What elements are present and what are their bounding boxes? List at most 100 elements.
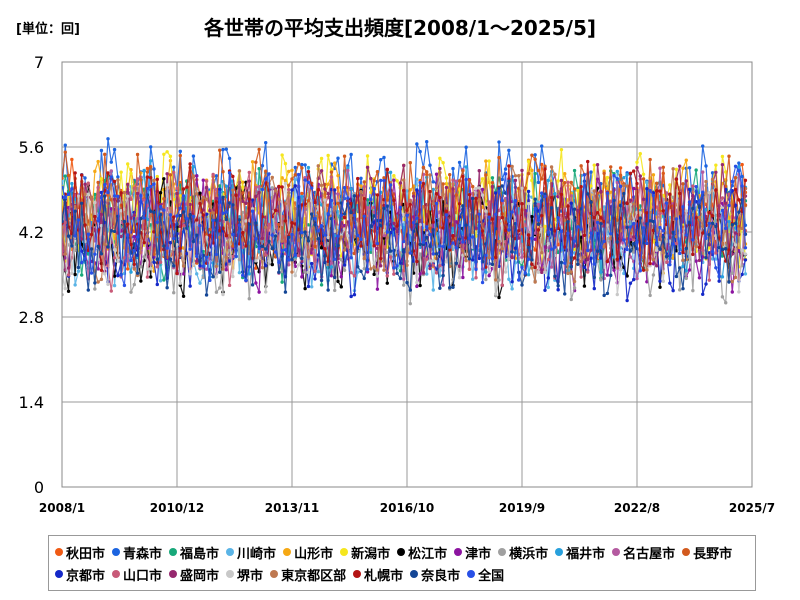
series-point bbox=[142, 216, 146, 220]
series-point bbox=[641, 226, 646, 230]
series-point bbox=[658, 285, 662, 289]
series-point bbox=[740, 272, 744, 277]
series-point bbox=[336, 173, 340, 178]
series-point bbox=[451, 187, 455, 191]
series-point bbox=[480, 193, 485, 197]
series-point bbox=[425, 272, 429, 276]
series-point bbox=[375, 170, 380, 174]
series-point bbox=[523, 271, 527, 275]
series-point bbox=[346, 233, 350, 238]
series-point bbox=[500, 215, 504, 220]
series-point bbox=[540, 162, 544, 167]
series-point bbox=[681, 205, 685, 209]
series-point bbox=[615, 257, 619, 261]
legend-label: 東京都区部 bbox=[281, 568, 347, 584]
series-point bbox=[201, 264, 205, 268]
series-point bbox=[178, 149, 182, 154]
series-point bbox=[533, 280, 537, 284]
series-point bbox=[402, 178, 406, 182]
series-point bbox=[530, 236, 534, 241]
series-point bbox=[448, 285, 452, 290]
series-point bbox=[313, 200, 317, 205]
series-point bbox=[464, 258, 468, 263]
series-point bbox=[303, 163, 307, 167]
series-point bbox=[178, 190, 182, 194]
series-point bbox=[135, 271, 140, 275]
series-point bbox=[487, 255, 491, 260]
series-point bbox=[563, 292, 567, 296]
series-point bbox=[461, 168, 465, 173]
series-point bbox=[145, 267, 150, 271]
legend-marker bbox=[410, 570, 419, 578]
series-point bbox=[126, 182, 130, 187]
series-point bbox=[277, 260, 281, 265]
series-point bbox=[218, 229, 222, 233]
series-point bbox=[287, 235, 291, 240]
series-point bbox=[546, 276, 550, 280]
series-point bbox=[625, 201, 629, 206]
series-point bbox=[385, 204, 389, 208]
series-point bbox=[431, 288, 435, 292]
series-point bbox=[80, 173, 84, 177]
series-point bbox=[89, 195, 94, 199]
series-point bbox=[227, 262, 232, 266]
series-point bbox=[563, 218, 567, 223]
series-point bbox=[273, 234, 278, 238]
legend-label: 津市 bbox=[465, 546, 492, 562]
series-point bbox=[96, 280, 100, 284]
series-point bbox=[651, 173, 656, 177]
series-point bbox=[152, 243, 156, 248]
series-point bbox=[342, 186, 347, 190]
series-point bbox=[513, 178, 518, 183]
series-point bbox=[300, 194, 304, 199]
series-point bbox=[385, 230, 389, 234]
series-point bbox=[300, 203, 304, 207]
series-point bbox=[296, 172, 301, 177]
series-point bbox=[122, 190, 127, 195]
series-point bbox=[89, 247, 94, 251]
series-point bbox=[310, 186, 314, 190]
series-point bbox=[536, 180, 541, 185]
series-point bbox=[392, 174, 396, 178]
series-point bbox=[461, 275, 465, 280]
series-point bbox=[356, 176, 360, 181]
series-point bbox=[247, 222, 251, 226]
series-point bbox=[106, 198, 110, 203]
series-point bbox=[208, 278, 212, 283]
series-point bbox=[66, 266, 71, 270]
series-point bbox=[645, 180, 649, 185]
x-tick-label: 2010/12 bbox=[150, 501, 204, 515]
series-point bbox=[224, 268, 228, 272]
series-point bbox=[457, 202, 462, 206]
series-point bbox=[139, 265, 143, 269]
series-point bbox=[408, 202, 412, 207]
series-point bbox=[602, 293, 606, 298]
series-point bbox=[188, 272, 192, 276]
series-point bbox=[122, 219, 127, 224]
series-point bbox=[83, 176, 87, 180]
series-point bbox=[234, 193, 238, 198]
series-point bbox=[326, 191, 330, 196]
series-point bbox=[385, 274, 389, 278]
series-point bbox=[556, 179, 560, 183]
series-point bbox=[628, 255, 633, 259]
series-point bbox=[342, 154, 347, 158]
series-point bbox=[139, 216, 143, 221]
series-point bbox=[517, 229, 521, 233]
series-point bbox=[520, 283, 524, 287]
series-point bbox=[204, 185, 209, 190]
series-point bbox=[520, 265, 524, 270]
series-point bbox=[395, 224, 399, 228]
series-point bbox=[684, 179, 688, 183]
series-point bbox=[198, 259, 202, 263]
series-point bbox=[615, 292, 619, 297]
series-point bbox=[628, 281, 633, 285]
series-point bbox=[421, 181, 426, 186]
series-point bbox=[444, 209, 449, 213]
series-point bbox=[313, 244, 317, 249]
legend-label: 札幌市 bbox=[364, 568, 404, 584]
series-point bbox=[487, 269, 491, 274]
series-point bbox=[162, 152, 166, 156]
series-point bbox=[609, 232, 613, 236]
series-point bbox=[142, 168, 146, 173]
